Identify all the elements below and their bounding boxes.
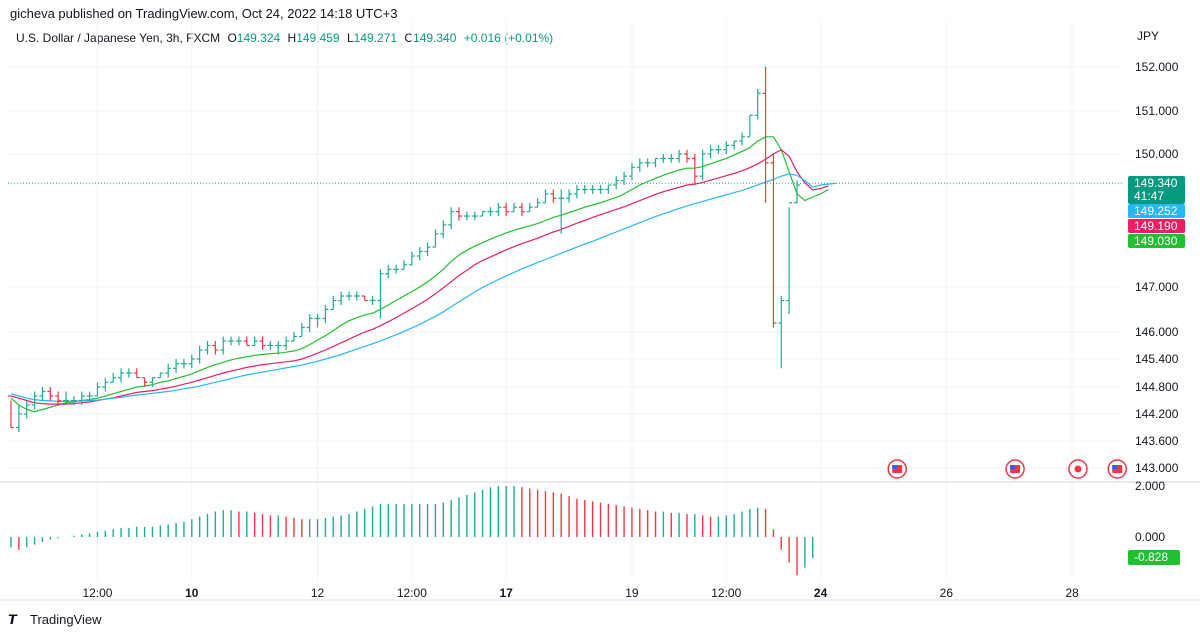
price-tag — [1128, 234, 1185, 248]
open-value: 149.324 — [236, 31, 281, 45]
price-axis-label: 146.000 — [1135, 325, 1179, 339]
price-axis-label: 151.000 — [1135, 104, 1179, 118]
price-tag-value: 149.252 — [1134, 204, 1178, 218]
ema-line-projection — [812, 182, 837, 188]
close-label: C — [404, 31, 414, 45]
time-axis-label: 12 — [311, 586, 325, 600]
time-axis-label: 12:00 — [82, 586, 112, 600]
time-axis-label: 12:00 — [397, 586, 427, 600]
time-axis-label: 19 — [625, 586, 639, 600]
price-axis-label: 144.800 — [1135, 380, 1179, 394]
time-axis-label: 28 — [1065, 586, 1079, 600]
price-tag-value: 149.030 — [1134, 234, 1178, 248]
low-value: 149.271 — [353, 31, 398, 45]
oscillator-axis-label: 2.000 — [1135, 479, 1165, 493]
event-dot — [1074, 465, 1082, 473]
time-axis-label: 26 — [940, 586, 954, 600]
time-axis-label: 17 — [500, 586, 514, 600]
oscillator-tag — [1128, 550, 1180, 565]
low-label: L — [346, 31, 354, 45]
price-axis-label: 152.000 — [1135, 60, 1179, 74]
tradingview-logo-icon[interactable]: 𝙏 — [8, 612, 17, 627]
price-axis-label: 145.400 — [1135, 352, 1179, 366]
price-tag — [1128, 219, 1185, 233]
time-axis-label: 10 — [185, 586, 199, 600]
tradingview-brand[interactable]: TradingView — [30, 612, 102, 627]
time-axis-label: 12:00 — [711, 586, 741, 600]
high-label: H — [287, 31, 297, 45]
symbol-legend: U.S. Dollar / Japanese Yen, 3h, FXCM O14… — [16, 31, 553, 45]
flag-canton — [1112, 465, 1118, 469]
ema-line-projection — [812, 185, 829, 191]
price-tag — [1128, 204, 1185, 218]
oscillator-tag-value: -0.828 — [1134, 550, 1168, 564]
price-tag-countdown: 41:47 — [1134, 189, 1164, 203]
ema-line — [10, 148, 814, 405]
publication-line: gicheva published on TradingView.com, Oc… — [10, 6, 398, 21]
oscillator-axis-label: 0.000 — [1135, 530, 1165, 544]
open-label: O — [227, 31, 237, 45]
flag-canton — [892, 465, 898, 469]
currency-label: JPY — [1137, 29, 1160, 43]
price-tag — [1128, 176, 1185, 204]
price-axis-label: 147.000 — [1135, 280, 1179, 294]
price-axis-label: 143.600 — [1135, 434, 1179, 448]
price-axis-label: 143.000 — [1135, 461, 1179, 475]
symbol-title[interactable]: U.S. Dollar / Japanese Yen, 3h, FXCM — [16, 31, 221, 45]
flag-canton — [1010, 465, 1016, 469]
price-axis-label: 150.000 — [1135, 147, 1179, 161]
ema-line-projection — [812, 188, 829, 198]
price-axis-label: 144.200 — [1135, 407, 1179, 421]
price-tag-value: 149.340 — [1134, 176, 1178, 190]
price-tag-value: 149.190 — [1134, 219, 1178, 233]
close-value: 149.340 — [413, 31, 457, 45]
ema-line — [10, 173, 814, 402]
time-axis-label: 24 — [814, 586, 828, 600]
price-change: +0.016 (+0.01%) — [463, 31, 554, 45]
